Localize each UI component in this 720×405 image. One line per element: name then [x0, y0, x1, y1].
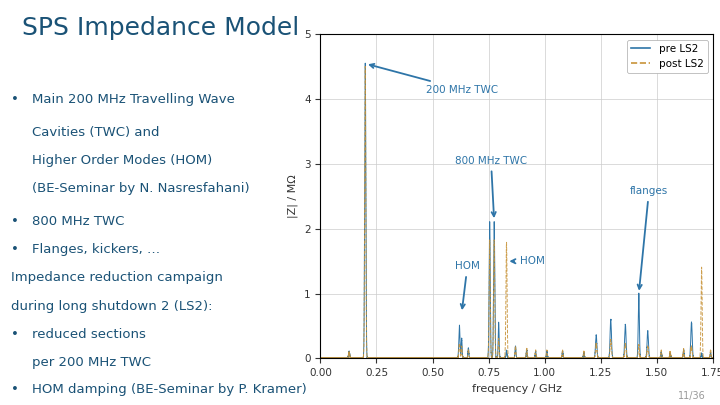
post LS2 — [320, 356, 329, 361]
post LS2 — [708, 356, 716, 361]
Text: •: • — [11, 93, 19, 106]
pre LS2 — [361, 61, 369, 66]
post LS2 — [361, 64, 369, 69]
Text: Main 200 MHz Travelling Wave: Main 200 MHz Travelling Wave — [32, 93, 235, 106]
Text: 200 MHz TWC: 200 MHz TWC — [370, 64, 498, 94]
pre LS2 — [351, 356, 359, 361]
Text: SPS Impedance Model: SPS Impedance Model — [22, 16, 299, 40]
Text: Higher Order Modes (HOM): Higher Order Modes (HOM) — [32, 154, 212, 167]
Text: 800 MHz TWC: 800 MHz TWC — [455, 156, 527, 216]
Text: •: • — [11, 383, 19, 396]
Text: HOM: HOM — [455, 261, 480, 308]
Text: Impedance reduction campaign: Impedance reduction campaign — [11, 271, 222, 284]
post LS2 — [703, 355, 712, 360]
Text: •: • — [11, 243, 19, 256]
Text: (BE-Seminar by N. Nasresfahani): (BE-Seminar by N. Nasresfahani) — [32, 182, 250, 195]
pre LS2 — [703, 355, 712, 360]
Text: Cavities (TWC) and: Cavities (TWC) and — [32, 126, 160, 139]
pre LS2 — [708, 356, 716, 361]
post LS2 — [708, 356, 717, 360]
Text: reduced sections: reduced sections — [32, 328, 146, 341]
Text: HOM: HOM — [511, 256, 544, 266]
pre LS2 — [567, 356, 575, 361]
Line: pre LS2: pre LS2 — [320, 63, 713, 358]
Text: Flanges, kickers, …: Flanges, kickers, … — [32, 243, 161, 256]
pre LS2 — [668, 355, 677, 360]
post LS2 — [492, 356, 501, 360]
pre LS2 — [492, 356, 501, 360]
Text: during long shutdown 2 (LS2):: during long shutdown 2 (LS2): — [11, 300, 212, 313]
post LS2 — [668, 356, 677, 360]
post LS2 — [567, 355, 575, 360]
Text: flanges: flanges — [630, 186, 668, 289]
X-axis label: frequency / GHz: frequency / GHz — [472, 384, 562, 394]
pre LS2 — [316, 356, 325, 360]
Text: 11/36: 11/36 — [678, 391, 706, 401]
pre LS2 — [708, 356, 717, 360]
Text: HOM damping (BE-Seminar by P. Kramer): HOM damping (BE-Seminar by P. Kramer) — [32, 383, 307, 396]
Text: 800 MHz TWC: 800 MHz TWC — [32, 215, 125, 228]
Text: •: • — [11, 328, 19, 341]
Line: post LS2: post LS2 — [320, 66, 713, 358]
post LS2 — [657, 349, 666, 354]
post LS2 — [316, 355, 325, 360]
Text: per 200 MHz TWC: per 200 MHz TWC — [32, 356, 151, 369]
Legend: pre LS2, post LS2: pre LS2, post LS2 — [627, 40, 708, 73]
Y-axis label: |Z| / MΩ: |Z| / MΩ — [288, 175, 299, 218]
Text: •: • — [11, 215, 19, 228]
pre LS2 — [657, 350, 666, 355]
